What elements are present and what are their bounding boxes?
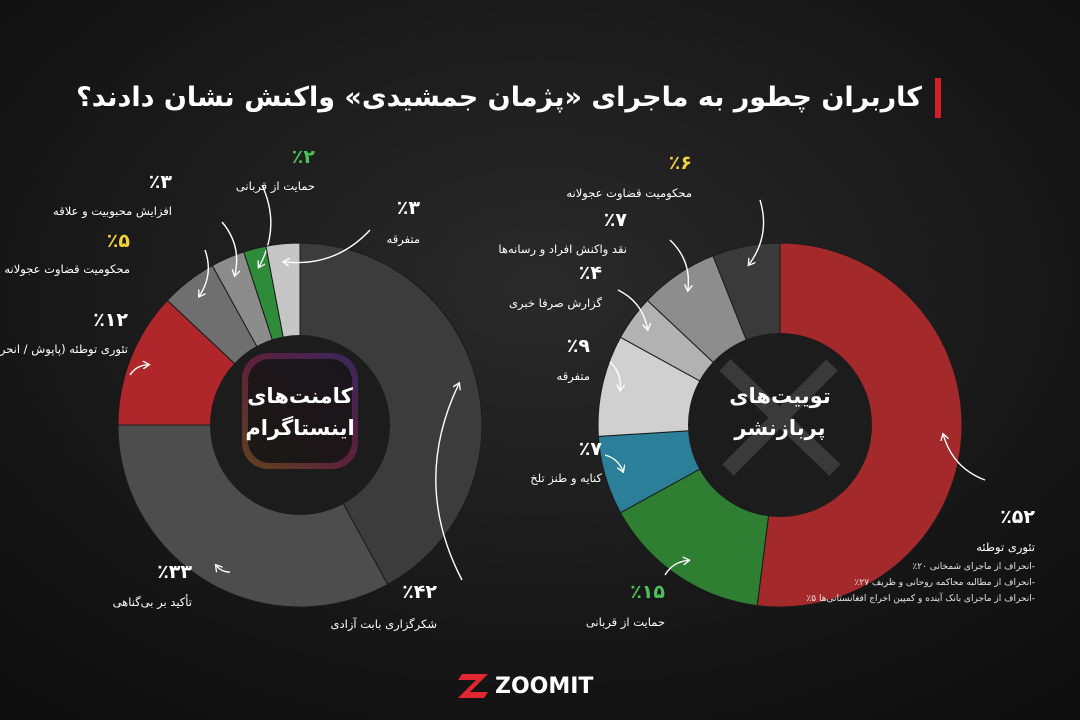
category-label: تأکید بر بی‌گناهی <box>113 594 192 610</box>
category-label: متفرقه <box>387 232 420 247</box>
donut-chart: ٪۵۲ تئوری توطئه -انحراف از ماجرای شمخانی ۲… <box>498 152 1035 630</box>
arrow <box>129 365 148 376</box>
note: -انحراف از ماجرای بانک آینده و کمپین اخر… <box>806 592 1035 604</box>
center-label: پربازنشر <box>733 416 825 440</box>
value-label: ٪۴ <box>579 262 602 284</box>
value-label: ٪۵۲ <box>1000 506 1035 528</box>
value-label: ٪۷ <box>579 438 603 460</box>
arrow <box>617 289 647 329</box>
value-label: ٪۹ <box>567 335 591 357</box>
brand: ZOOMIT <box>495 674 593 699</box>
value-label: ٪۶ <box>669 152 692 174</box>
value-label: ٪۲ <box>292 146 316 168</box>
category-label: شکرگزاری بابت آزادی <box>331 617 437 632</box>
category-label: تئوری توطئه (پاپوش / انحراف افکار عمومی) <box>0 342 128 357</box>
category-label: کنایه و طنز تلخ <box>530 471 602 486</box>
arrow <box>285 229 371 263</box>
center-label: کامنت‌های <box>247 384 353 408</box>
instagram-icon-inner <box>248 359 352 463</box>
category-label: تئوری توطئه <box>976 540 1035 555</box>
value-label: ٪۱۲ <box>93 309 128 331</box>
value-label: ٪۳۳ <box>157 561 192 583</box>
title-bar <box>935 78 941 118</box>
value-label: ٪۵ <box>107 230 131 252</box>
category-label: گزارش صرفا خبری <box>509 296 602 311</box>
arrow <box>943 435 986 481</box>
donut-chart: ٪۴۲ شکرگزاری بابت آزادی ٪۳۳ تأکید بر بی‌گنا… <box>0 146 483 632</box>
value-label: ٪۱۵ <box>630 581 665 603</box>
arrow <box>217 566 231 573</box>
brand-logo: ZOOMIT <box>458 674 593 699</box>
arrow <box>669 239 688 290</box>
category-label: نقد واکنش افراد و رسانه‌ها <box>498 242 627 257</box>
value-label: ٪۷ <box>604 209 628 231</box>
x-icon <box>719 359 841 476</box>
category-label: محکومیت قضاوت عجولانه <box>566 186 692 201</box>
brand-icon <box>458 674 488 698</box>
category-label: محکومیت قضاوت عجولانه <box>4 262 130 277</box>
value-label: ٪۴۲ <box>402 581 437 603</box>
center-label: توییت‌های <box>729 384 830 408</box>
category-label: متفرقه <box>557 369 590 384</box>
note: -انحراف از ماجرای شمخانی ۲۰٪ <box>912 562 1035 572</box>
center-label: اینستاگرام <box>245 415 354 440</box>
category-label: افزایش محبوبیت و علاقه <box>53 204 172 219</box>
category-label: حمایت از قربانی <box>236 179 315 194</box>
arrow <box>221 221 237 275</box>
arrow <box>200 249 210 296</box>
arrow <box>259 184 272 266</box>
arrow <box>604 454 623 471</box>
arrow <box>609 361 620 389</box>
title: کاربران چطور به ماجرای «پژمان جمشیدی» وا… <box>76 82 922 113</box>
value-label: ٪۳ <box>149 171 173 193</box>
charts: ٪۴۲ شکرگزاری بابت آزادی ٪۳۳ تأکید بر بی‌گنا… <box>0 146 1035 632</box>
arrow <box>749 199 765 264</box>
category-label: حمایت از قربانی <box>586 615 665 630</box>
value-label: ٪۳ <box>397 197 421 219</box>
arrow <box>664 560 688 576</box>
note: -انحراف از مطالبه محاکمه روحانی و ظریف ۲… <box>855 578 1035 588</box>
arrow <box>435 384 463 581</box>
